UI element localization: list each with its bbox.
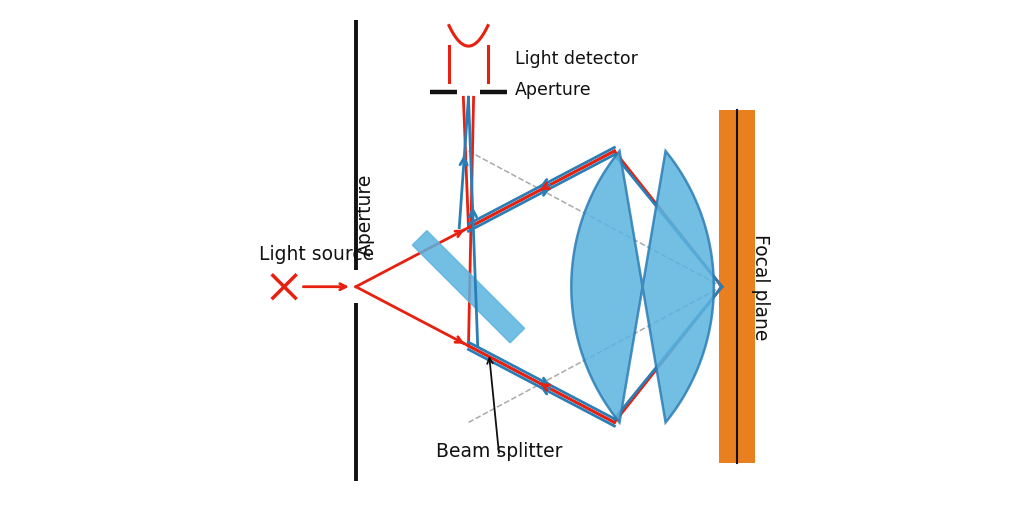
Text: Light detector: Light detector [514, 50, 637, 68]
Text: Aperture: Aperture [355, 174, 375, 256]
Text: Focal plane: Focal plane [751, 233, 770, 340]
Polygon shape [571, 151, 714, 422]
Text: Beam splitter: Beam splitter [436, 442, 562, 461]
Text: Aperture: Aperture [514, 80, 591, 99]
Text: Light source: Light source [258, 245, 374, 264]
Polygon shape [413, 230, 524, 343]
Bar [719, 110, 756, 463]
